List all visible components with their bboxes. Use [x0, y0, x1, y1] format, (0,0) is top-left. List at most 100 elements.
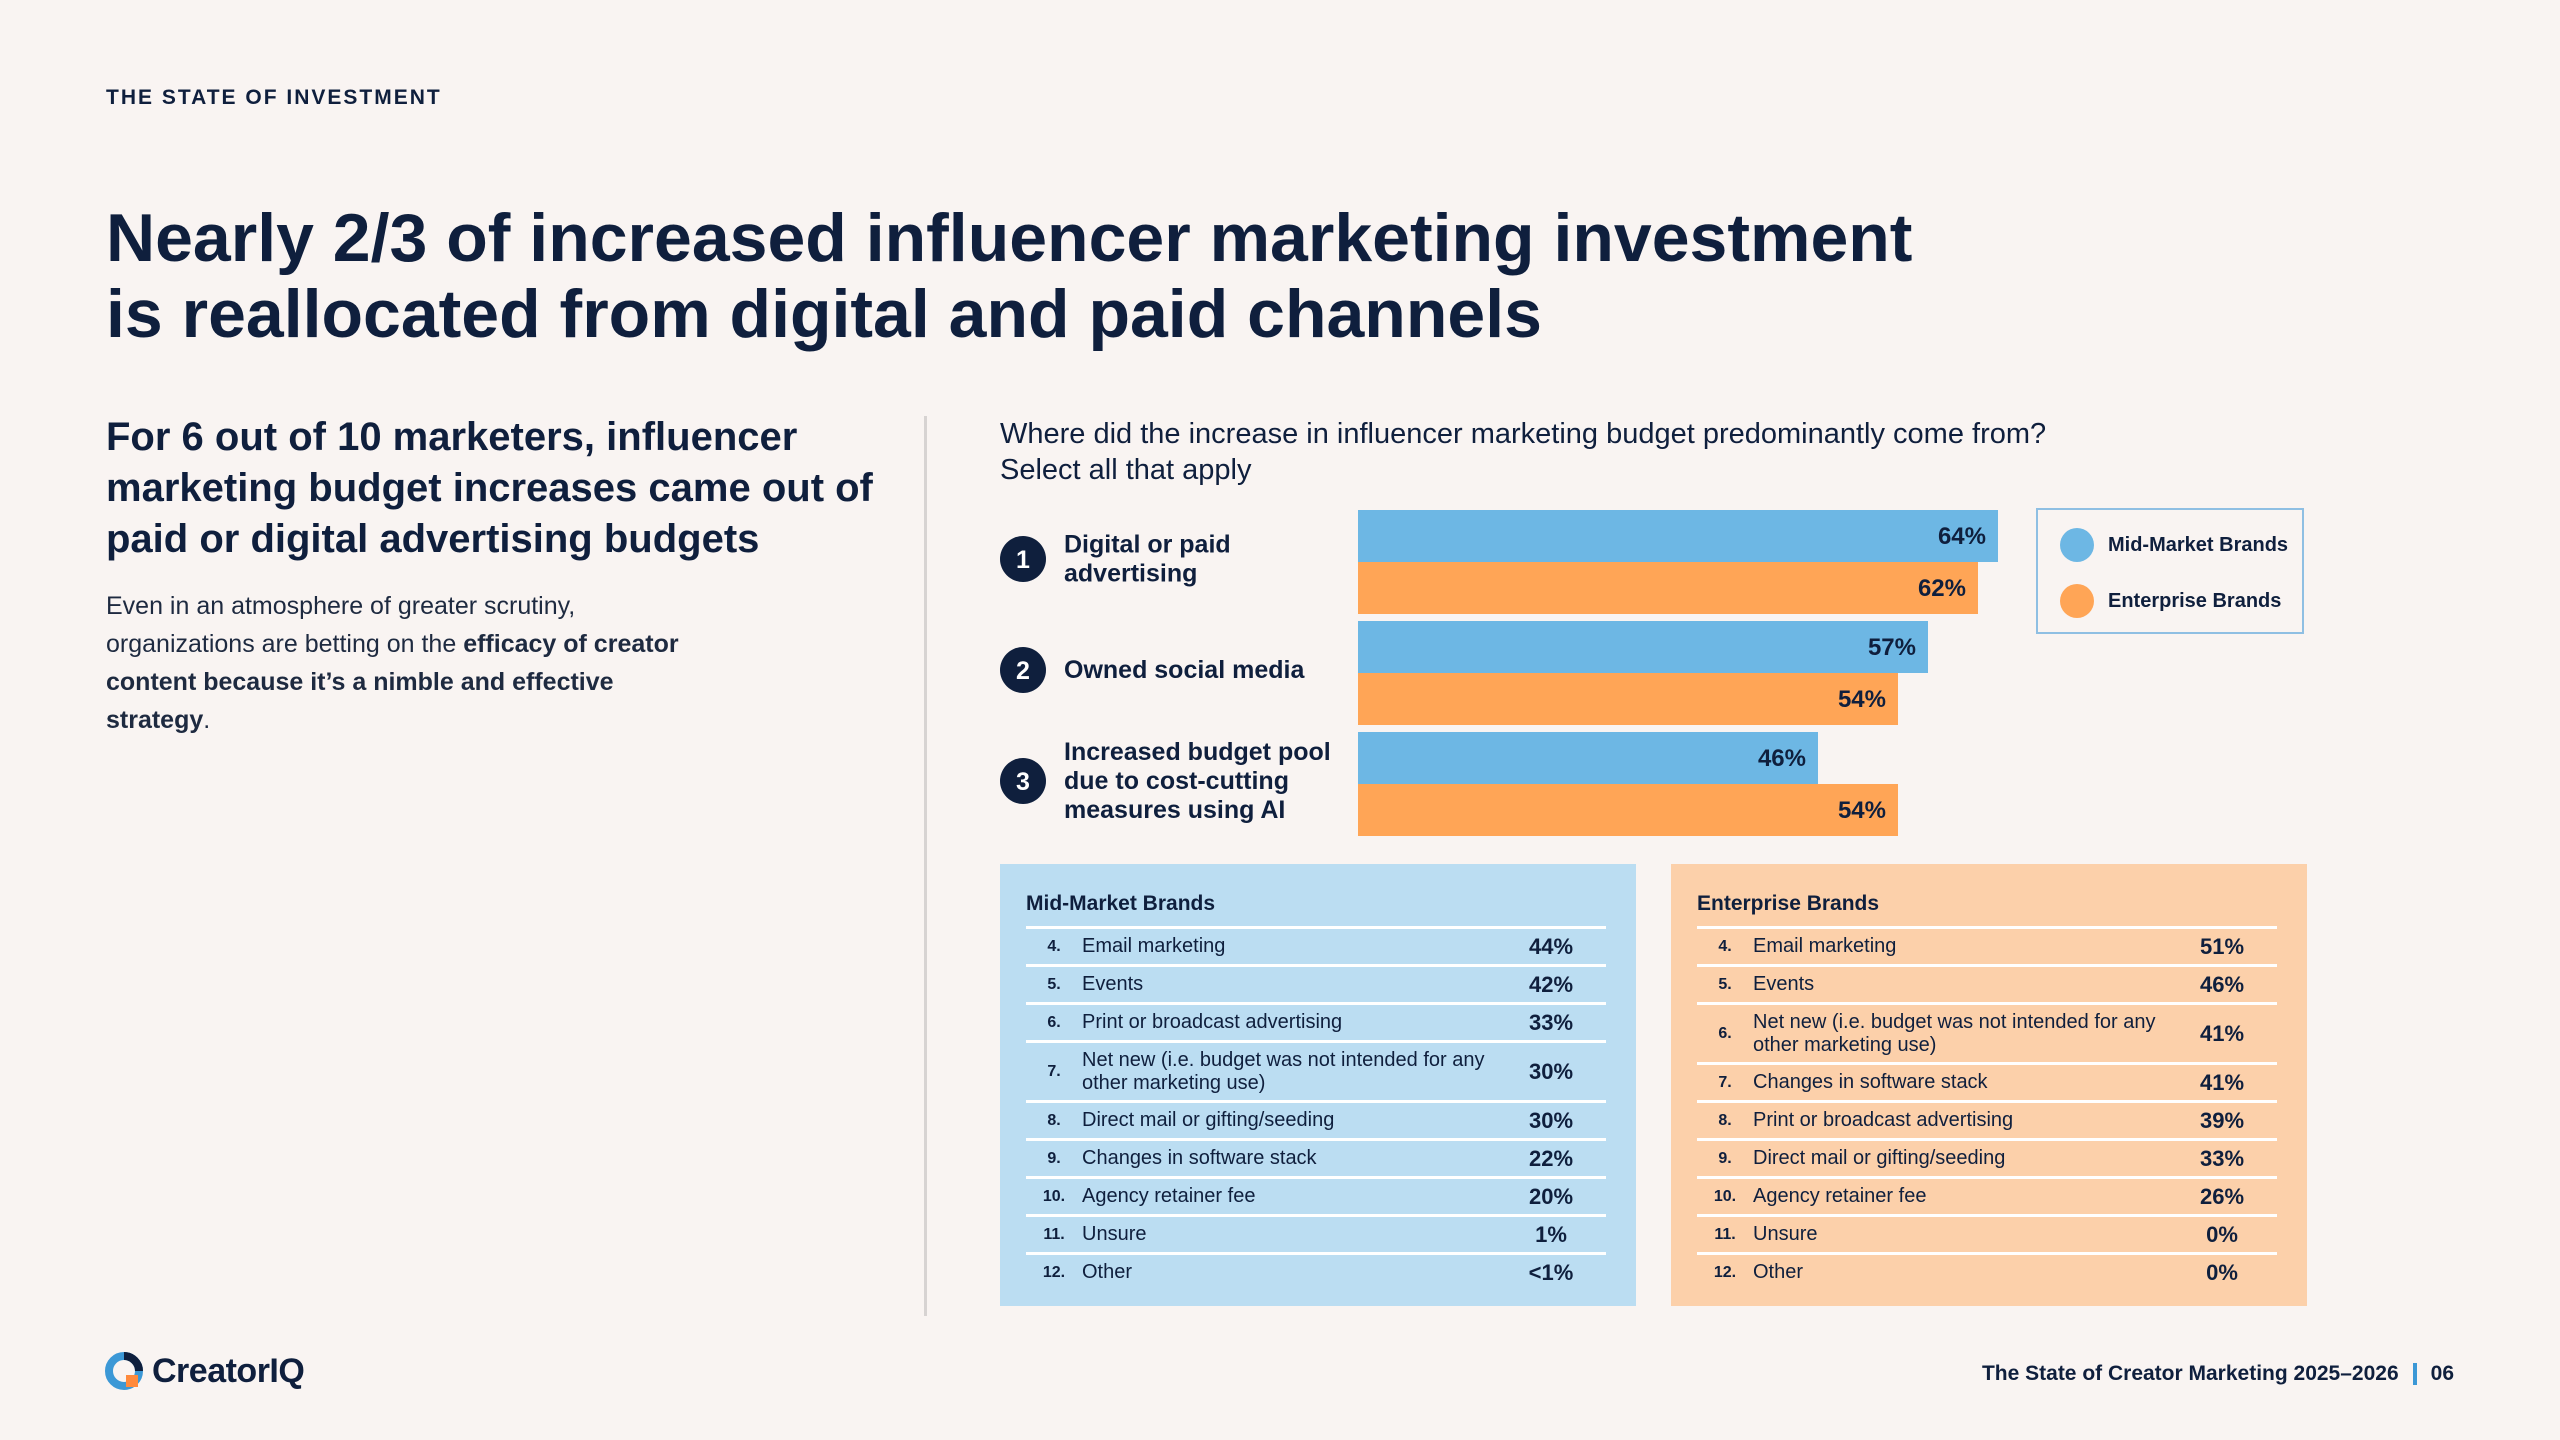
category-label: due to cost-cutting	[1064, 767, 1289, 795]
table-row: 12. Other 0%	[1697, 1255, 2277, 1290]
rank-number: 3	[1016, 768, 1030, 796]
row-percent: 44%	[1528, 933, 1574, 959]
creatoriq-logo: CreatorIQ	[104, 1351, 305, 1391]
row-number: 6.	[1047, 1013, 1061, 1031]
row-percent: 20%	[1528, 1183, 1574, 1209]
table-row: 11. Unsure 0%	[1697, 1217, 2277, 1255]
table-row: 4. Email marketing 51%	[1697, 929, 2277, 967]
report-title: The State of Creator Marketing 2025–2026	[1981, 1362, 2399, 1385]
page-title: Nearly 2/3 of increased influencer marke…	[106, 200, 2006, 352]
body-text-plain: Even in an atmosphere of greater scrutin…	[106, 592, 576, 658]
row-label: Unsure	[1082, 1223, 1147, 1245]
row-label: Unsure	[1753, 1223, 1818, 1245]
row-percent: 22%	[1528, 1145, 1574, 1171]
row-label: Other	[1082, 1261, 1133, 1283]
row-label: Changes in software stack	[1082, 1147, 1317, 1169]
left-column: For 6 out of 10 marketers, influencer ma…	[106, 412, 886, 764]
body-text-end: .	[203, 706, 211, 734]
row-number: 10.	[1713, 1187, 1737, 1205]
table-row: 9. Direct mail or gifting/seeding 33%	[1697, 1141, 2277, 1179]
table-row: 11. Unsure 1%	[1026, 1217, 1606, 1255]
category-label: Owned social media	[1064, 656, 1305, 684]
category-label: Digital or paid	[1064, 531, 1231, 559]
footer-separator	[2412, 1363, 2417, 1385]
row-percent: 51%	[2199, 933, 2245, 959]
row-number: 9.	[1718, 1149, 1732, 1167]
legend-item-mid: Mid-Market Brands	[2060, 528, 2288, 562]
page-number: 06	[2430, 1362, 2454, 1385]
data-label: 54%	[1838, 686, 1886, 713]
row-label: Email marketing	[1753, 935, 1897, 957]
row-label: Events	[1753, 973, 1815, 995]
row-label: Direct mail or gifting/seeding	[1082, 1109, 1335, 1131]
enterprise-table-panel: Enterprise Brands 4. Email marketing 51% 5…	[1671, 864, 2307, 1306]
row-label: Agency retainer fee	[1082, 1185, 1256, 1207]
rank-badge-icon	[1000, 758, 1046, 804]
table-row: 8. Direct mail or gifting/seeding 30%	[1026, 1103, 1606, 1141]
data-label: 54%	[1838, 797, 1886, 824]
table-row: 10. Agency retainer fee 20%	[1026, 1179, 1606, 1217]
row-percent: 33%	[1528, 1009, 1574, 1035]
row-number: 7.	[1718, 1073, 1732, 1091]
data-label: 46%	[1758, 745, 1806, 772]
table-row: 7. Net new (i.e. budget was not intended …	[1026, 1043, 1606, 1103]
headline-line-1: Nearly 2/3 of increased influencer marke…	[106, 200, 1913, 276]
row-label: Events	[1082, 973, 1144, 995]
legend-label-mid: Mid-Market Brands	[2108, 533, 2289, 556]
row-number: 8.	[1718, 1111, 1732, 1129]
category-label: measures using AI	[1064, 796, 1285, 824]
row-number: 7.	[1047, 1062, 1061, 1080]
row-label: Net new (i.e. budget was not intended fo…	[1753, 1010, 2156, 1056]
bar-mid-market	[1358, 732, 1818, 784]
table-row: 5. Events 46%	[1697, 967, 2277, 1005]
body-text-bold: efficacy of creator content because it’s…	[106, 630, 679, 734]
table-row: 5. Events 42%	[1026, 967, 1606, 1005]
headline-line-2: is reallocated from digital and paid cha…	[106, 276, 1542, 352]
data-label: 57%	[1868, 634, 1916, 661]
row-percent: 0%	[2206, 1221, 2238, 1247]
row-percent: 0%	[2206, 1259, 2238, 1285]
chart-subtitle: Select all that apply	[1000, 454, 1252, 486]
subheading: For 6 out of 10 marketers, influencer ma…	[106, 415, 873, 561]
row-number: 5.	[1047, 975, 1061, 993]
row-label: Net new (i.e. budget was not intended fo…	[1082, 1048, 1485, 1094]
row-percent: 42%	[1528, 971, 1574, 997]
data-label: 62%	[1918, 575, 1966, 602]
mid-market-table: 4. Email marketing 44% 5. Events 42% 6. Print…	[1026, 926, 1606, 1290]
row-percent: 30%	[1528, 1107, 1574, 1133]
logo-mark-icon	[105, 1352, 143, 1390]
table-row: 6. Net new (i.e. budget was not intended …	[1697, 1005, 2277, 1065]
row-percent: 41%	[2199, 1069, 2245, 1095]
vertical-divider	[924, 416, 927, 1316]
mid-market-table-title: Mid-Market Brands	[1026, 892, 1216, 915]
mid-market-table-panel: Mid-Market Brands 4. Email marketing 44% 5…	[1000, 864, 1636, 1306]
row-number: 4.	[1047, 937, 1061, 955]
row-number: 5.	[1718, 975, 1732, 993]
category-label: Increased budget pool	[1064, 738, 1331, 766]
row-number: 12.	[1713, 1263, 1737, 1281]
row-percent: <1%	[1528, 1259, 1574, 1285]
row-number: 12.	[1042, 1263, 1066, 1281]
table-row: 4. Email marketing 44%	[1026, 929, 1606, 967]
row-percent: 39%	[2199, 1107, 2245, 1133]
row-percent: 46%	[2199, 971, 2245, 997]
eyebrow: THE STATE OF INVESTMENT	[106, 86, 442, 109]
table-row: 8. Print or broadcast advertising 39%	[1697, 1103, 2277, 1141]
legend-swatch-mid	[2060, 528, 2094, 562]
data-label: 64%	[1938, 523, 1986, 550]
rank-badge-icon	[1000, 647, 1046, 693]
bar-mid-market	[1358, 510, 1998, 562]
row-number: 8.	[1047, 1111, 1061, 1129]
rank-number: 1	[1016, 546, 1030, 574]
row-number: 6.	[1718, 1024, 1732, 1042]
table-row: 6. Print or broadcast advertising 33%	[1026, 1005, 1606, 1043]
row-label: Print or broadcast advertising	[1753, 1109, 2014, 1131]
legend-label-enterprise: Enterprise Brands	[2108, 589, 2282, 612]
row-label: Other	[1753, 1261, 1804, 1283]
chart-legend: Mid-Market Brands Enterprise Brands	[2036, 508, 2304, 634]
row-percent: 1%	[1535, 1221, 1567, 1247]
logo-text: CreatorIQ	[152, 1351, 305, 1390]
rank-badge-icon	[1000, 536, 1046, 582]
table-row: 10. Agency retainer fee 26%	[1697, 1179, 2277, 1217]
